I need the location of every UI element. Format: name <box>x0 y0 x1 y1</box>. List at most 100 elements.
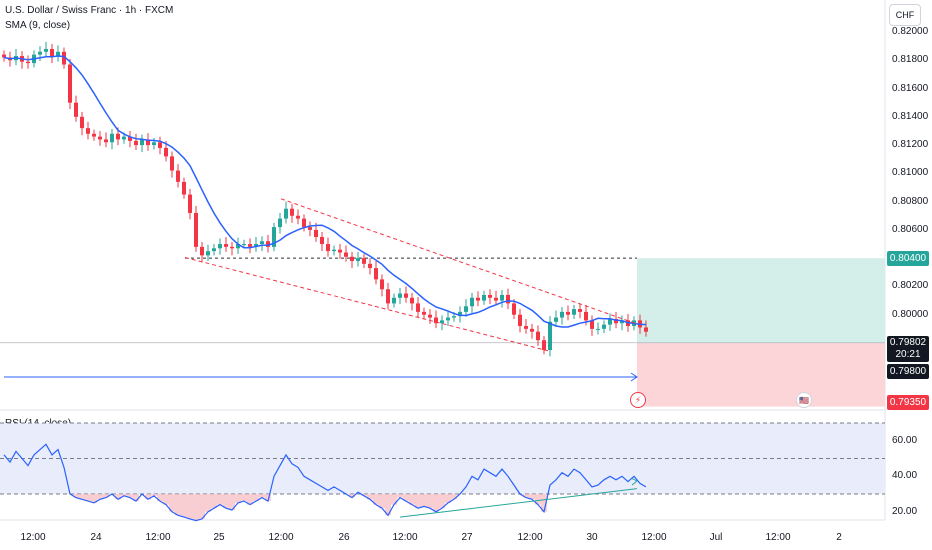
rsi-tick-label: 20.00 <box>892 505 918 517</box>
price-tick-label: 0.80200 <box>892 280 929 292</box>
rsi-oversold-fill <box>391 494 397 505</box>
time-tick-label: 24 <box>90 532 102 543</box>
candle-body <box>140 139 144 146</box>
rsi-oversold-fill <box>433 494 439 512</box>
candle-body <box>326 244 330 252</box>
rsi-oversold-fill <box>181 494 187 518</box>
lightning-icon[interactable]: ⚡ <box>630 392 646 408</box>
candle-body <box>404 293 408 298</box>
time-tick-label: 12:00 <box>145 532 171 543</box>
candle-body <box>92 133 96 137</box>
rsi-oversold-fill <box>397 494 403 498</box>
candle-body <box>38 51 42 55</box>
rsi-oversold-fill <box>169 494 175 512</box>
rsi-oversold-fill <box>421 494 427 507</box>
candle-body <box>512 303 516 315</box>
candle-body <box>464 306 468 312</box>
entry-price-badge: 0.79800 <box>887 364 929 379</box>
candle-body <box>536 331 540 341</box>
price-tick-label: 0.81200 <box>892 139 929 151</box>
target-price-badge: 0.80400 <box>887 251 929 266</box>
rsi-oversold-fill <box>265 494 271 502</box>
candle-body <box>374 268 378 280</box>
time-tick-label: 27 <box>461 532 473 543</box>
candle-body <box>398 293 402 298</box>
time-tick-label: 12:00 <box>392 532 418 543</box>
stop-zone <box>637 343 885 407</box>
price-tick-label: 0.81000 <box>892 167 929 179</box>
candle-body <box>320 236 324 245</box>
candle-body <box>242 244 246 246</box>
rsi-oversold-fill <box>217 494 223 505</box>
candle-body <box>146 139 150 146</box>
candle-body <box>332 249 336 252</box>
rsi-oversold-fill <box>121 494 127 496</box>
candle-body <box>392 297 396 304</box>
candle-body <box>476 297 480 301</box>
candle-body <box>86 128 90 134</box>
candle-body <box>524 326 528 329</box>
candle-body <box>314 229 318 237</box>
candle-body <box>506 294 510 304</box>
candle-body <box>596 328 600 330</box>
candle-body <box>542 340 546 351</box>
candle-body <box>560 311 564 318</box>
rsi-oversold-fill <box>175 494 181 516</box>
candle-body <box>200 246 204 256</box>
candle-body <box>500 294 504 301</box>
candle-body <box>230 246 234 249</box>
candle-body <box>152 142 156 146</box>
rsi-oversold-fill <box>145 494 151 500</box>
candle-body <box>290 208 294 216</box>
candle-body <box>68 64 72 103</box>
candle-body <box>206 251 210 256</box>
rsi-oversold-fill <box>73 494 79 498</box>
candle-body <box>44 48 48 52</box>
rsi-oversold-fill <box>97 494 103 500</box>
symbol-title[interactable]: U.S. Dollar / Swiss Franc · 1h · FXCM <box>5 5 174 16</box>
candle-body <box>308 227 312 230</box>
candle-body <box>362 258 366 264</box>
candle-body <box>266 241 270 247</box>
candle-body <box>272 227 276 247</box>
candle-body <box>338 249 342 253</box>
rsi-tick-label: 60.00 <box>892 434 918 446</box>
candle-body <box>254 244 258 247</box>
currency-button[interactable]: CHF <box>889 4 921 26</box>
rsi-oversold-fill <box>541 494 547 512</box>
price-tick-label: 0.80600 <box>892 223 929 235</box>
rsi-oversold-fill <box>445 494 451 503</box>
rsi-oversold-fill <box>535 494 541 505</box>
candle-body <box>416 303 420 312</box>
price-tick-label: 0.80000 <box>892 308 929 320</box>
time-tick-label: 12:00 <box>20 532 46 543</box>
candle-body <box>470 297 474 307</box>
rsi-oversold-fill <box>439 494 445 509</box>
candle-body <box>446 317 450 321</box>
price-tick-label: 0.81600 <box>892 82 929 94</box>
rsi-oversold-fill <box>193 494 199 521</box>
candle-body <box>554 317 558 322</box>
candle-body <box>188 194 192 213</box>
price-tick-label: 0.82000 <box>892 26 929 37</box>
rsi-divergence-line <box>399 488 638 518</box>
time-tick-label: 25 <box>213 532 225 543</box>
rsi-oversold-fill <box>529 494 535 500</box>
candle-body <box>584 311 588 321</box>
rsi-oversold-fill <box>115 494 121 500</box>
rsi-oversold-fill <box>151 494 157 496</box>
time-tick-label: 2 <box>836 532 842 543</box>
sma-indicator-label[interactable]: SMA (9, close) <box>5 20 71 31</box>
candle-body <box>260 241 264 245</box>
candle-body <box>614 318 618 324</box>
rsi-tick-label: 40.00 <box>892 470 918 482</box>
rsi-oversold-fill <box>199 494 205 519</box>
time-tick-label: 26 <box>338 532 350 543</box>
current-price-badge: 0.79802 20:21 <box>887 336 929 362</box>
rsi-oversold-fill <box>379 494 385 509</box>
us-flag-icon[interactable]: 🇺🇸 <box>796 392 812 408</box>
candle-body <box>212 248 216 252</box>
candle-body <box>62 51 66 65</box>
candle-body <box>380 279 384 290</box>
